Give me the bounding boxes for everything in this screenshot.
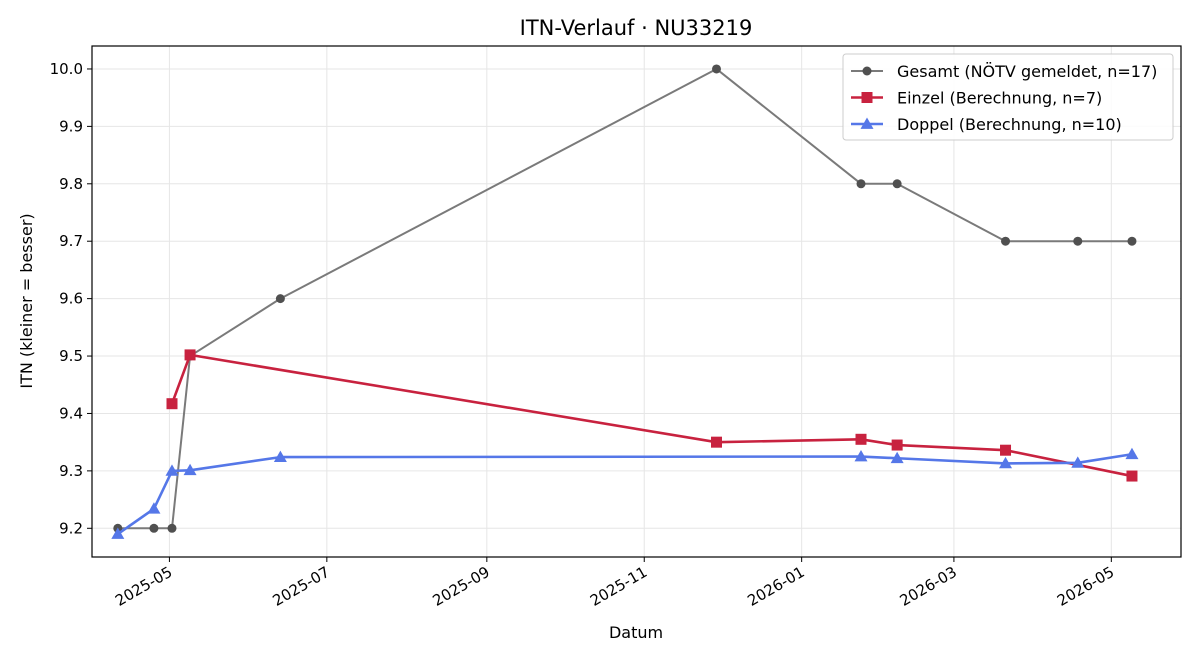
data-point — [710, 436, 722, 448]
data-point — [111, 527, 125, 539]
legend-box — [842, 53, 1174, 141]
series-line — [117, 452, 1133, 536]
y-tick-label: 9.3 — [59, 462, 83, 480]
legend-marker — [862, 66, 872, 76]
legend-entry: Einzel (Berechnung, n=7) — [851, 89, 1102, 108]
legend: Gesamt (NÖTV gemeldet, n=17) Einzel (Bere… — [842, 53, 1174, 141]
y-tick-label: 9.6 — [59, 290, 83, 308]
y-axis-ticks: 9.2 9.3 9.4 9.5 9.6 9.7 9.8 9.9 10.0 — [50, 60, 92, 537]
data-point — [855, 433, 867, 445]
data-point — [1127, 236, 1137, 246]
y-tick-label: 9.8 — [59, 175, 83, 193]
series-3 — [111, 447, 1139, 539]
data-point — [856, 179, 866, 189]
data-point — [184, 349, 196, 361]
data-point — [1000, 444, 1012, 456]
data-point — [147, 502, 161, 514]
data-point — [1071, 456, 1085, 468]
data-point — [183, 463, 197, 476]
data-point — [166, 398, 178, 410]
y-tick-label: 9.2 — [59, 519, 83, 537]
y-tick-label: 9.9 — [59, 117, 83, 135]
data-point — [149, 523, 159, 533]
x-axis-title: Datum — [609, 623, 663, 642]
y-axis-title: ITN (kleiner = besser) — [17, 213, 36, 388]
x-tick-label: 2025-05 — [112, 563, 175, 610]
data-point — [167, 523, 177, 533]
x-tick-label: 2026-01 — [744, 563, 807, 610]
legend-label: Doppel (Berechnung, n=10) — [897, 115, 1122, 134]
data-point — [1001, 236, 1011, 246]
data-point — [854, 450, 868, 462]
data-point — [999, 456, 1013, 469]
x-tick-label: 2025-09 — [430, 563, 493, 610]
legend-marker — [861, 92, 873, 103]
x-tick-label: 2025-11 — [587, 563, 650, 610]
legend-label: Einzel (Berechnung, n=7) — [897, 89, 1102, 108]
data-point — [273, 450, 287, 462]
data-point — [1126, 470, 1138, 482]
data-point — [1125, 447, 1139, 460]
data-point — [1073, 236, 1083, 246]
series-layer — [111, 64, 1139, 539]
data-point — [890, 451, 904, 464]
x-tick-label: 2025-07 — [270, 563, 333, 610]
data-point — [892, 179, 902, 189]
data-point — [165, 464, 179, 476]
data-point — [711, 64, 721, 74]
chart-title: ITN-Verlauf · NU33219 — [520, 16, 753, 40]
y-tick-label: 10.0 — [50, 60, 83, 78]
plot-frame — [91, 45, 1182, 558]
x-tick-label: 2026-05 — [1054, 563, 1117, 610]
series-2 — [166, 349, 1138, 482]
legend-marker — [860, 117, 874, 129]
y-tick-label: 9.5 — [59, 347, 83, 365]
legend-label: Gesamt (NÖTV gemeldet, n=17) — [897, 62, 1157, 81]
y-tick-label: 9.7 — [59, 232, 83, 250]
data-point — [891, 439, 903, 451]
x-tick-label: 2026-03 — [897, 563, 960, 610]
y-tick-label: 9.4 — [59, 404, 83, 422]
legend-entry: Gesamt (NÖTV gemeldet, n=17) — [851, 62, 1157, 81]
data-point — [275, 294, 285, 304]
x-axis-ticks: 2025-05 2025-07 2025-09 2025-11 2026-01 2026-… — [112, 557, 1117, 610]
legend-entry: Doppel (Berechnung, n=10) — [851, 115, 1122, 134]
